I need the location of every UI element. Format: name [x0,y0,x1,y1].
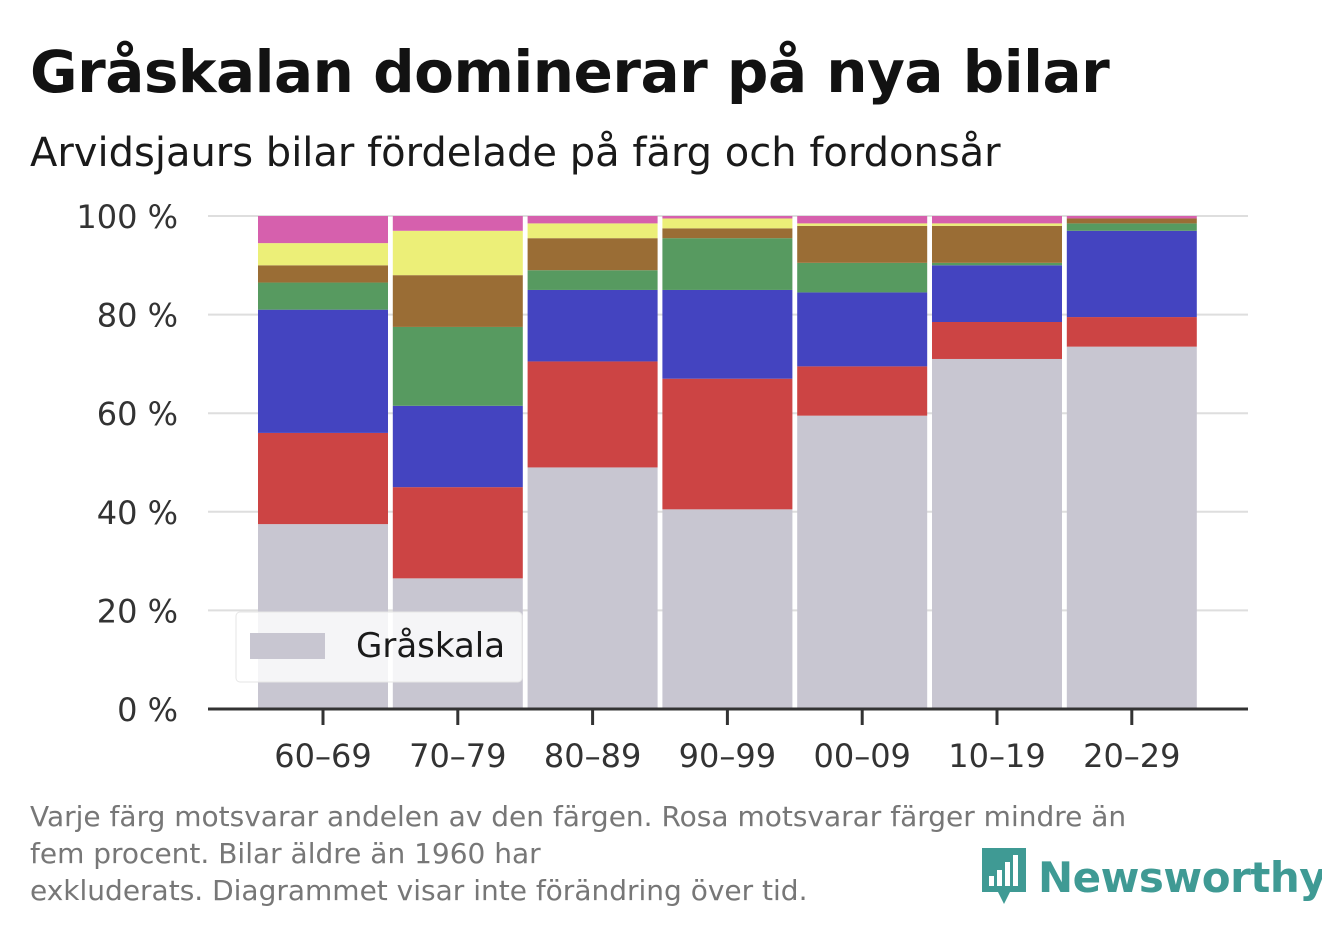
bar-segment-60-69-s3 [258,282,388,310]
bar-segment-60-69-s1 [258,432,388,525]
bar-segment-90-99-s4 [662,228,793,239]
axis-layer: 0 % 20 % 40 % 60 % 80 % 100 % 60–69 70–79 80–89 9… [76,198,1248,775]
newsworthy-logo-icon [982,848,1026,904]
stacked-bar-chart: 0 % 20 % 40 % 60 % 80 % 100 % 60–69 70–79 80–89 9… [76,198,1248,775]
y-tick-label: 20 % [97,592,178,630]
bar-segment-10-19-s2 [932,265,1062,322]
bar-segment-80-89-s4 [527,238,658,271]
bar-segment-90-99-s1 [662,378,793,510]
y-tick-label: 0 % [117,691,178,729]
legend-background [235,611,523,683]
bar-segment-00-09-s3 [797,262,928,293]
bar-segment-10-19-s5 [932,223,1062,226]
chart-title: Gråskalan dominerar på nya bilar [30,38,1110,106]
bar-segment-60-69-s5 [258,243,388,266]
bar-segment-80-89-s1 [527,361,658,468]
y-tick-label: 80 % [97,297,178,335]
footnote-line-3: exkluderats. Diagrammet visar inte förän… [30,874,808,907]
bar-segment-90-99-s0 [662,509,793,709]
bar-segment-90-99-s2 [662,289,793,379]
bar-segment-00-09-s2 [797,292,928,367]
bar-segment-70-79-s6 [392,216,523,231]
x-tick-label: 00–09 [813,737,910,775]
bar-segment-60-69-s4 [258,265,388,283]
bar-segment-70-79-s1 [392,487,523,579]
y-tick-label: 40 % [97,494,178,532]
bar-segment-20-29-s2 [1066,230,1197,318]
x-tick-label: 80–89 [544,737,641,775]
x-tick-label: 10–19 [948,737,1045,775]
bar-segment-90-99-s6 [662,216,793,219]
bar-segment-00-09-s6 [797,216,928,224]
bar-segment-70-79-s2 [392,405,523,488]
bar-segment-90-99-s3 [662,238,793,290]
bar-segment-20-29-s6 [1066,216,1197,219]
newsworthy-brand[interactable]: Newsworthy [980,846,1322,908]
bar-segment-20-29-s1 [1066,317,1197,347]
bar-segment-20-29-s4 [1066,218,1197,224]
bar-segment-00-09-s1 [797,366,928,416]
bar-segment-10-19-s4 [932,225,1062,263]
bar-segment-80-89-s2 [527,289,658,362]
brand-name: Newsworthy [1038,852,1322,902]
legend: Gråskala [235,611,523,683]
bar-segment-80-89-s0 [527,467,658,709]
footnote-line-1: Varje färg motsvarar andelen av den färg… [30,800,1127,833]
bar-segment-20-29-s0 [1066,346,1197,709]
bar-segment-20-29-s3 [1066,223,1197,231]
bar-segment-60-69-s2 [258,309,388,433]
legend-label-graskala: Gråskala [356,626,505,666]
bar-segment-10-19-s6 [932,216,1062,224]
bar-segment-10-19-s3 [932,262,1062,266]
bar-segment-00-09-s0 [797,415,928,709]
chart-subtitle: Arvidsjaurs bilar fördelade på färg och … [30,130,1001,176]
bar-segment-70-79-s3 [392,326,523,406]
legend-swatch-graskala [250,633,325,659]
bar-segment-60-69-s6 [258,216,388,244]
bar-segment-80-89-s3 [527,270,658,290]
x-tick-label: 20–29 [1083,737,1180,775]
footnote: Varje färg motsvarar andelen av den färg… [30,798,1280,909]
bar-segment-00-09-s5 [797,223,928,226]
x-tick-label: 70–79 [409,737,506,775]
bar-segment-00-09-s4 [797,225,928,263]
bar-segment-70-79-s5 [392,230,523,276]
bar-segment-80-89-s5 [527,223,658,239]
bar-segment-70-79-s4 [392,275,523,327]
y-tick-label: 100 % [76,198,178,236]
footnote-line-2: fem procent. Bilar äldre än 1960 har [30,837,541,870]
bar-segment-10-19-s1 [932,321,1062,359]
bar-segment-90-99-s5 [662,218,793,229]
x-tick-label: 90–99 [679,737,776,775]
x-tick-label: 60–69 [274,737,371,775]
y-tick-label: 60 % [97,395,178,433]
bar-segment-80-89-s6 [527,216,658,224]
bar-segment-10-19-s0 [932,358,1062,709]
bars-layer [258,216,1197,709]
